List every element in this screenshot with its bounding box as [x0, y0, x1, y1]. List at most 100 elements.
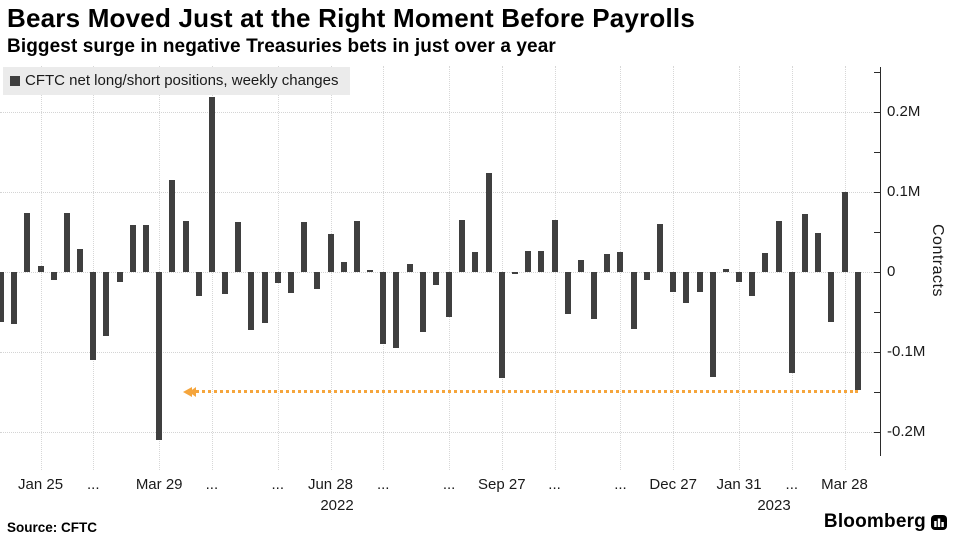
bar-week-25: [327, 234, 334, 272]
vertical-gridline: [449, 66, 451, 470]
legend-label: CFTC net long/short positions, weekly ch…: [25, 72, 339, 89]
bar-week-0: [0, 271, 4, 323]
vertical-gridline: [383, 66, 385, 470]
source-note: Source: CFTC: [7, 520, 98, 535]
annotation-dotted-line: [190, 390, 858, 394]
bar-week-63: [828, 271, 835, 323]
bar-week-46: [604, 254, 611, 272]
y-axis-tick: [874, 191, 880, 193]
bar-week-23: [301, 222, 308, 272]
bar-week-16: [208, 97, 215, 272]
bar-week-48: [630, 271, 637, 330]
chart-legend: CFTC net long/short positions, weekly ch…: [3, 67, 351, 95]
bar-week-28: [367, 269, 374, 272]
horizontal-gridline: [0, 191, 880, 193]
bar-week-44: [577, 259, 584, 272]
bar-week-52: [683, 271, 690, 303]
vertical-gridline: [93, 66, 95, 470]
x-tick-label: ...: [442, 476, 456, 493]
bar-week-12: [156, 271, 163, 440]
bar-week-51: [670, 271, 677, 292]
bar-week-37: [485, 172, 492, 272]
x-tick-label: ...: [205, 476, 219, 493]
bar-week-62: [815, 232, 822, 272]
bar-week-4: [50, 271, 57, 280]
bar-week-3: [37, 266, 44, 272]
x-tick-label: ...: [548, 476, 561, 493]
x-tick-label: Jan 31: [716, 476, 762, 493]
legend-swatch-icon: [10, 75, 20, 86]
bar-week-20: [261, 271, 268, 323]
y-axis-line: [880, 67, 881, 456]
bar-week-65: [854, 271, 861, 391]
bloomberg-terminal-icon: [931, 514, 947, 530]
bar-week-50: [657, 223, 663, 272]
y-axis-tick: [874, 391, 880, 393]
bar-week-7: [90, 271, 97, 360]
bar-week-45: [591, 271, 598, 319]
bar-week-15: [195, 271, 202, 296]
vertical-gridline: [277, 66, 279, 470]
bar-week-21: [274, 271, 281, 283]
bar-week-33: [432, 271, 439, 286]
bar-week-47: [617, 251, 624, 272]
bar-week-61: [801, 214, 808, 272]
bar-week-13: [169, 179, 176, 272]
y-axis-tick: [874, 431, 880, 433]
bar-week-34: [446, 271, 453, 318]
horizontal-gridline: [0, 271, 880, 273]
vertical-gridline: [739, 66, 741, 470]
x-tick-label: ...: [376, 476, 390, 493]
x-tick-label: ...: [785, 476, 799, 493]
y-tick-label: 0: [887, 262, 896, 280]
x-axis-year-label: 2023: [757, 497, 791, 514]
horizontal-gridline: [0, 351, 880, 353]
y-axis-tick: [874, 311, 880, 313]
annotation-arrow-left-icon: [182, 386, 192, 397]
bar-week-40: [525, 250, 532, 272]
bar-week-24: [314, 271, 321, 290]
x-tick-label: Sep 27: [478, 476, 526, 493]
bar-week-39: [512, 271, 519, 275]
y-tick-label: 0.1M: [887, 182, 921, 200]
bar-week-43: [564, 271, 571, 315]
bar-week-53: [696, 271, 703, 293]
bar-week-19: [248, 271, 255, 331]
x-tick-label: ...: [271, 476, 285, 493]
bar-week-35: [459, 219, 466, 272]
y-axis-tick: [874, 351, 880, 353]
x-tick-label: Dec 27: [649, 476, 697, 493]
bar-week-2: [24, 213, 31, 272]
y-axis-tick: [874, 111, 880, 113]
bar-week-60: [788, 271, 795, 374]
bar-week-1: [11, 271, 18, 324]
bar-week-36: [472, 251, 479, 272]
bar-week-11: [142, 225, 149, 272]
bar-week-29: [380, 271, 387, 345]
bar-week-10: [129, 225, 136, 272]
bar-week-49: [643, 271, 650, 280]
bar-week-56: [736, 271, 743, 283]
bar-week-22: [287, 271, 294, 294]
x-tick-label: Jan 25: [18, 476, 64, 493]
y-axis-tick: [874, 71, 880, 73]
annotation-arrow-left-icon: [188, 386, 196, 397]
page-subtitle: Biggest surge in negative Treasuries bet…: [7, 36, 556, 57]
horizontal-gridline: [0, 431, 880, 433]
bar-week-27: [353, 220, 360, 272]
bar-week-14: [182, 221, 189, 272]
bar-week-57: [749, 271, 756, 296]
bar-week-41: [538, 250, 545, 272]
x-tick-label: Mar 28: [821, 476, 868, 493]
y-tick-label: -0.1M: [887, 342, 926, 360]
bar-week-30: [393, 271, 400, 348]
bar-week-54: [709, 271, 716, 378]
bloomberg-wordmark: Bloomberg: [823, 511, 926, 532]
x-tick-label: Jun 28: [307, 476, 354, 493]
y-axis-tick: [874, 231, 880, 233]
vertical-gridline: [673, 66, 675, 470]
bar-week-5: [63, 212, 70, 272]
bar-week-6: [77, 249, 84, 272]
bar-week-8: [103, 271, 110, 336]
bloomberg-logo: Bloomberg: [824, 511, 948, 533]
